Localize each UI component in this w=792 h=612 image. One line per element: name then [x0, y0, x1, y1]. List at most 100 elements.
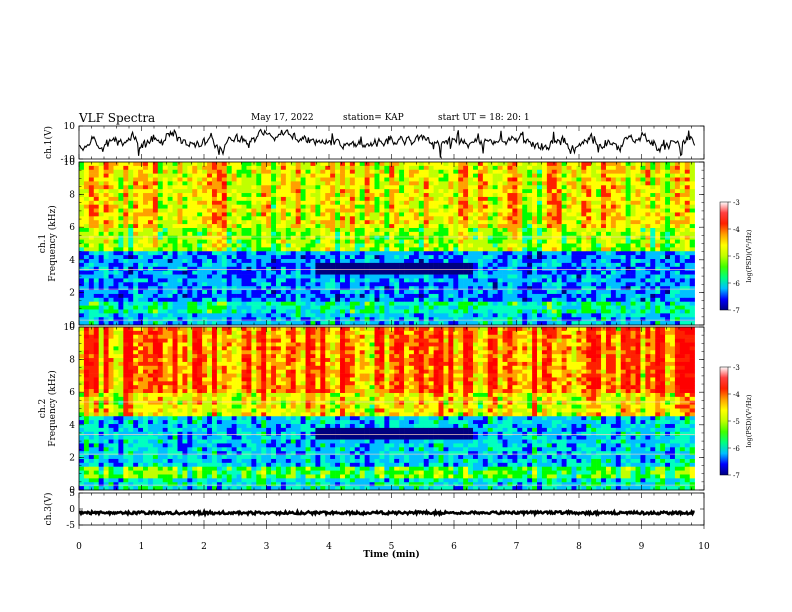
heatmap-cell	[458, 173, 464, 178]
heatmap-cell	[133, 181, 139, 186]
heatmap-cell	[300, 255, 306, 260]
heatmap-cell	[157, 231, 164, 237]
heatmap-cell	[670, 235, 676, 240]
heatmap-cell	[285, 305, 292, 310]
heatmap-cell	[413, 290, 420, 295]
heatmap-cell	[408, 196, 415, 202]
heatmap-cell	[674, 266, 681, 271]
heatmap-cell	[330, 262, 336, 268]
heatmap-cell	[143, 220, 149, 225]
heatmap-cell	[266, 165, 272, 171]
heatmap-cell	[551, 235, 558, 240]
heatmap-cell	[438, 282, 444, 287]
heatmap-cell	[527, 278, 533, 283]
heatmap-cell	[241, 231, 247, 237]
heatmap-cell	[202, 262, 208, 268]
heatmap-cell	[389, 162, 395, 167]
heatmap-cell	[428, 309, 434, 314]
heatmap-cell	[123, 235, 129, 240]
heatmap-cell	[433, 278, 439, 283]
heatmap-cell	[458, 162, 464, 167]
heatmap-cell	[266, 259, 272, 264]
heatmap-cell	[246, 193, 252, 198]
heatmap-cell	[551, 220, 558, 225]
heatmap-cell	[182, 290, 188, 295]
heatmap-cell	[610, 262, 617, 268]
heatmap-cell	[305, 181, 311, 186]
heatmap-cell	[266, 231, 272, 237]
heatmap-cell	[546, 262, 553, 268]
heatmap-cell	[315, 162, 321, 167]
heatmap-cell	[221, 239, 228, 244]
heatmap-cell	[147, 165, 154, 171]
heatmap-cell	[591, 259, 597, 264]
heatmap-cell	[266, 297, 272, 303]
heatmap-cell	[108, 255, 114, 260]
heatmap-cell	[497, 212, 503, 217]
heatmap-cell	[133, 204, 139, 209]
heatmap-cell	[280, 262, 287, 268]
heatmap-cell	[379, 262, 385, 268]
heatmap-cell	[79, 239, 85, 244]
heatmap-cell	[172, 208, 178, 213]
heatmap-cell	[246, 169, 252, 174]
heatmap-cell	[433, 262, 439, 268]
heatmap-cell	[645, 278, 651, 283]
heatmap-cell	[670, 259, 676, 264]
heatmap-cell	[408, 309, 415, 314]
heatmap-cell	[571, 165, 577, 171]
heatmap-cell	[537, 282, 543, 287]
heatmap-cell	[359, 196, 365, 202]
heatmap-cell	[305, 235, 311, 240]
heatmap-cell	[330, 204, 336, 209]
heatmap-cell	[389, 177, 395, 182]
heatmap-cell	[167, 266, 173, 271]
heatmap-cell	[187, 259, 193, 264]
heatmap-cell	[512, 286, 518, 291]
heatmap-cell	[458, 259, 464, 264]
heatmap-cell	[344, 290, 351, 295]
heatmap-cell	[354, 189, 361, 194]
heatmap-cell	[541, 224, 548, 229]
heatmap-cell	[477, 208, 484, 213]
heatmap-cell	[344, 177, 351, 182]
heatmap-cell	[576, 297, 582, 303]
heatmap-cell	[468, 193, 474, 198]
heatmap-cell	[108, 200, 114, 205]
heatmap-cell	[379, 173, 385, 178]
heatmap-cell	[182, 177, 188, 182]
heatmap-cell	[182, 165, 188, 171]
heatmap-cell	[143, 231, 149, 237]
heatmap-cell	[418, 204, 425, 209]
heatmap-cell	[320, 231, 326, 237]
heatmap-cell	[379, 259, 385, 264]
heatmap-cell	[113, 181, 119, 186]
heatmap-cell	[305, 173, 311, 178]
heatmap-cell	[133, 290, 139, 295]
heatmap-cell	[497, 200, 503, 205]
heatmap-cell	[305, 185, 311, 190]
heatmap-cell	[428, 181, 434, 186]
heatmap-cell	[468, 196, 474, 202]
heatmap-cell	[236, 173, 242, 178]
heatmap-cell	[207, 251, 213, 256]
heatmap-cell	[364, 173, 370, 178]
heatmap-cell	[399, 266, 405, 271]
heatmap-cell	[103, 235, 109, 240]
heatmap-cell	[285, 293, 292, 299]
heatmap-cell	[202, 173, 208, 178]
heatmap-cell	[463, 204, 469, 209]
heatmap-cell	[394, 239, 400, 244]
heatmap-cell	[266, 216, 272, 221]
heatmap-cell	[187, 162, 193, 167]
heatmap-cell	[605, 200, 612, 205]
heatmap-cell	[340, 231, 346, 237]
heatmap-cell	[522, 266, 528, 271]
heatmap-cell	[83, 224, 90, 229]
heatmap-cell	[143, 305, 149, 310]
heatmap-cell	[630, 266, 636, 271]
heatmap-cell	[231, 189, 237, 194]
heatmap-cell	[147, 193, 154, 198]
heatmap-cell	[482, 196, 489, 202]
heatmap-cell	[152, 278, 159, 283]
